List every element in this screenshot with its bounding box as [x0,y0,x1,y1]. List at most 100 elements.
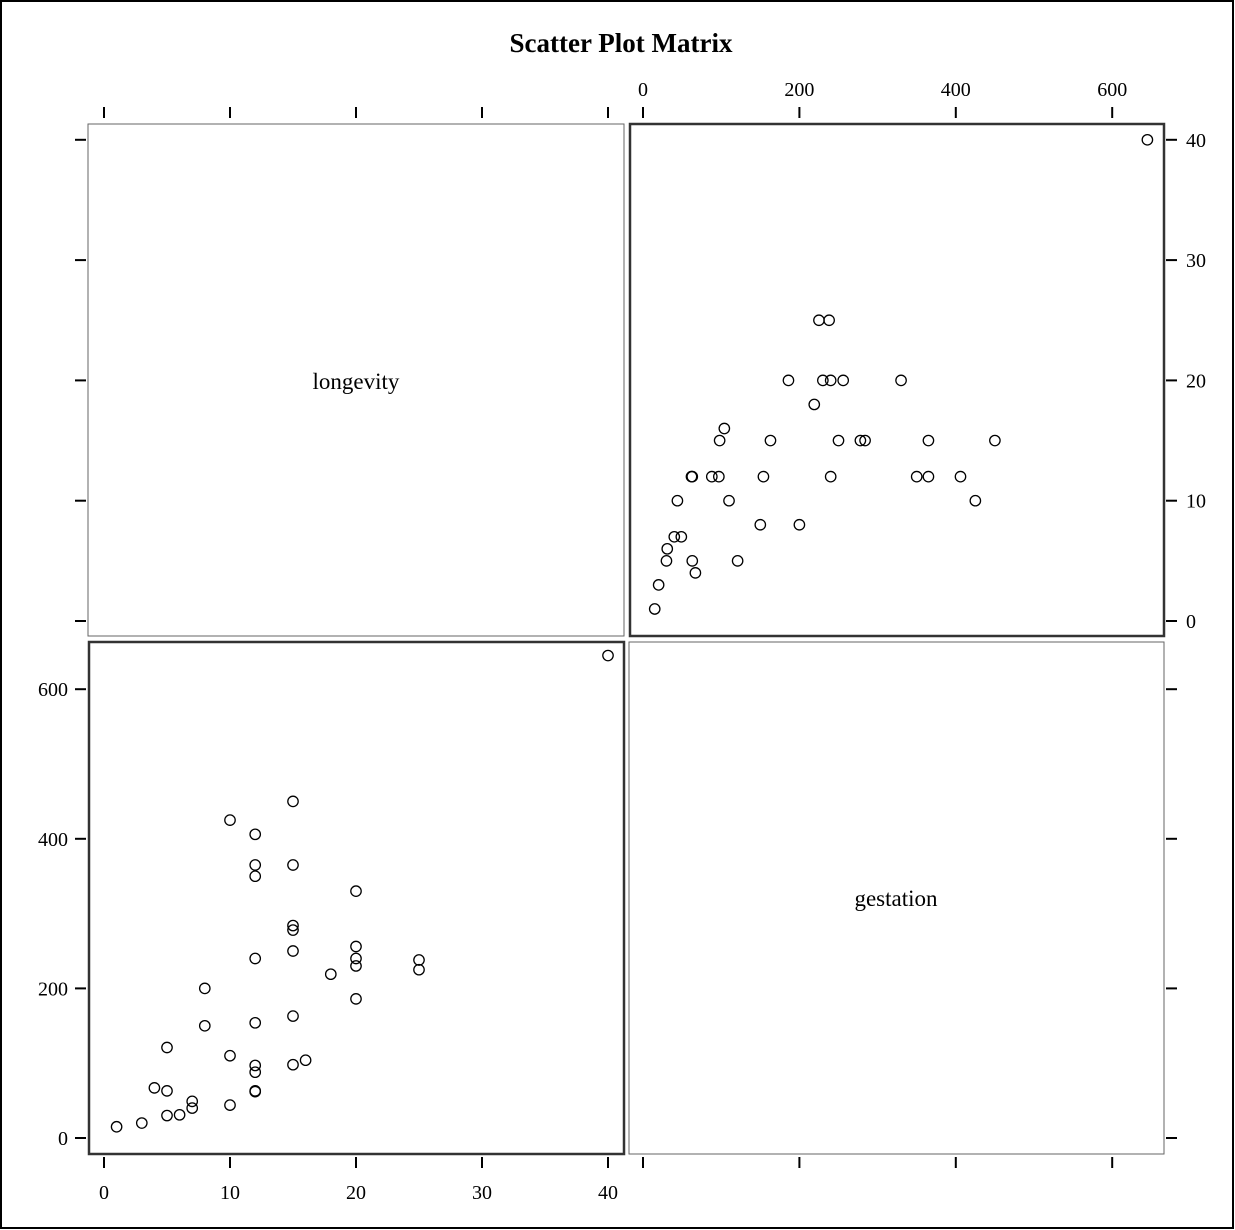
scatter-point-gestation-vs-longevity [954,470,967,483]
scatter-point-gestation-vs-longevity [817,374,829,387]
scatter-point-gestation-vs-longevity [754,518,767,531]
scatter-point-longevity-vs-gestation [161,1085,173,1097]
scatter-point-gestation-vs-longevity [910,470,923,483]
scatter-point-longevity-vs-gestation [413,954,425,966]
scatter-point-gestation-vs-longevity [671,494,684,507]
scatter-point-longevity-vs-gestation [249,870,262,883]
scatter-point-longevity-vs-gestation [413,963,425,976]
scatter-point-gestation-vs-longevity [837,374,850,387]
scatter-point-longevity-vs-gestation [287,795,299,808]
scatter-point-gestation-vs-longevity [686,470,699,483]
left-bottom-y-tick-label: 0 [58,1128,68,1150]
scatter-point-longevity-vs-gestation [287,1010,299,1022]
scatter-point-longevity-vs-gestation [224,1099,236,1111]
scatter-point-gestation-vs-longevity [668,530,681,543]
scatter-point-gestation-vs-longevity [808,398,821,411]
left-bottom-y-tick-label: 400 [38,829,68,851]
scatter-point-gestation-vs-longevity [675,530,688,543]
scatter-point-gestation-vs-longevity [969,494,982,507]
scatter-point-longevity-vs-gestation [249,1016,262,1029]
scatter-point-longevity-vs-gestation [287,924,299,936]
scatter-point-longevity-vs-gestation [350,952,362,965]
scatter-point-longevity-vs-gestation [287,1058,299,1071]
scatter-point-gestation-vs-longevity [782,374,795,387]
scatter-point-longevity-vs-gestation [224,814,236,826]
scatter-point-longevity-vs-gestation [299,1054,312,1067]
scatter-point-longevity-vs-gestation [224,1049,236,1062]
left-bottom-y-tick-label: 200 [38,978,68,1000]
scatter-point-longevity-vs-gestation [161,1041,173,1054]
bottom-left-x-tick-label: 30 [472,1182,492,1204]
top-right-x-tick-label: 0 [638,79,648,101]
scatter-point-gestation-vs-longevity [713,434,726,447]
diagonal-label-gestation: gestation [854,886,938,911]
scatter-point-longevity-vs-gestation [287,945,299,957]
scatter-point-longevity-vs-gestation [135,1117,148,1129]
bottom-left-x-tick-label: 10 [220,1182,240,1204]
scatter-point-longevity-vs-gestation [186,1102,199,1114]
scatter-point-gestation-vs-longevity [895,374,907,387]
panel-top-left [87,123,625,637]
scatter-point-gestation-vs-longevity [823,314,835,327]
right-top-y-tick-label: 10 [1186,491,1206,513]
scatter-point-longevity-vs-gestation [350,993,362,1005]
scatter-point-longevity-vs-gestation [350,885,362,898]
bottom-left-x-tick-label: 20 [346,1182,366,1204]
right-top-y-tick-label: 0 [1186,611,1196,633]
scatter-point-gestation-vs-longevity [757,470,770,483]
scatter-point-gestation-vs-longevity [660,554,673,567]
scatter-point-longevity-vs-gestation [249,859,262,871]
scatter-point-gestation-vs-longevity [824,374,837,387]
scatter-point-gestation-vs-longevity [922,434,935,447]
right-top-y-tick-label: 20 [1186,370,1206,392]
scatter-point-longevity-vs-gestation [173,1108,186,1121]
diagonal-label-longevity: longevity [313,369,400,394]
scatter-point-gestation-vs-longevity [652,579,665,591]
scatter-point-longevity-vs-gestation [198,1019,211,1032]
left-bottom-y-tick-label: 600 [38,679,68,701]
scatter-point-longevity-vs-gestation [186,1095,199,1108]
bottom-left-x-tick-label: 40 [598,1182,618,1204]
scatter-point-gestation-vs-longevity [705,470,718,483]
scatter-point-gestation-vs-longevity [1141,133,1154,146]
panel-top-right [628,122,1166,638]
scatter-point-longevity-vs-gestation [249,952,262,965]
right-top-y-tick-label: 30 [1186,250,1206,272]
scatter-point-longevity-vs-gestation [350,960,362,972]
scatter-point-longevity-vs-gestation [198,982,211,995]
scatter-point-longevity-vs-gestation [148,1082,161,1094]
scatter-point-gestation-vs-longevity [854,434,867,447]
scatter-point-longevity-vs-gestation [249,1066,262,1079]
scatter-point-gestation-vs-longevity [661,542,674,555]
scatter-point-gestation-vs-longevity [713,470,725,483]
scatter-point-longevity-vs-gestation [324,968,337,981]
top-right-x-tick-label: 600 [1097,79,1127,101]
scatter-point-gestation-vs-longevity [689,567,702,579]
scatter-point-gestation-vs-longevity [686,554,699,567]
scatter-point-longevity-vs-gestation [249,1059,262,1072]
panel-bottom-right [628,641,1165,1155]
right-top-y-tick-label: 40 [1186,130,1206,152]
chart-title: Scatter Plot Matrix [510,28,733,58]
points-layer [110,133,1154,1133]
top-right-x-tick-label: 400 [941,79,971,101]
scatter-point-longevity-vs-gestation [249,1085,262,1097]
scatter-point-longevity-vs-gestation [161,1109,173,1122]
scatter-point-longevity-vs-gestation [350,940,362,953]
scatter-point-longevity-vs-gestation [110,1120,123,1133]
scatter-point-longevity-vs-gestation [249,828,262,841]
scatter-point-gestation-vs-longevity [824,470,837,483]
scatter-point-gestation-vs-longevity [859,434,871,447]
scatter-point-gestation-vs-longevity [764,434,777,447]
scatter-point-gestation-vs-longevity [989,434,1001,447]
scatter-point-longevity-vs-gestation [287,919,299,932]
scatter-point-longevity-vs-gestation [287,859,299,871]
scatter-point-longevity-vs-gestation [602,649,614,662]
scatter-point-gestation-vs-longevity [648,603,661,615]
scatter-point-gestation-vs-longevity [793,518,806,531]
scatter-point-gestation-vs-longevity [718,422,731,435]
panel-bottom-left [87,640,626,1156]
